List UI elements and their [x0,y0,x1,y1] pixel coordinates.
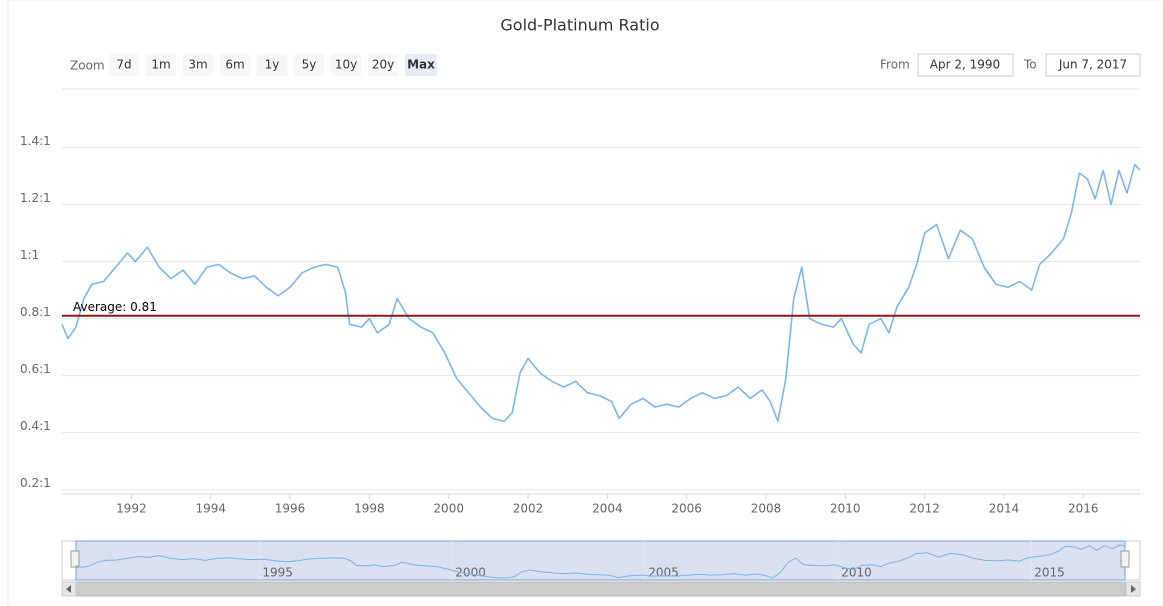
y-tick-label: 1.2:1 [20,191,51,205]
zoom-button-label[interactable]: 10y [335,58,357,72]
zoom-button[interactable] [257,54,287,76]
zoom-button[interactable] [220,54,250,76]
navigator-line [75,544,1126,579]
x-tick-label: 2016 [1068,502,1099,516]
y-tick-label: 0.6:1 [20,362,51,376]
from-label: From [880,58,910,72]
x-tick-label: 2004 [592,502,623,516]
x-tick-label: 1992 [116,502,147,516]
average-label: Average: 0.81 [73,300,157,314]
from-input[interactable] [917,53,1014,77]
zoom-button[interactable] [146,54,176,76]
x-tick-label: 2000 [433,502,464,516]
x-tick-label: 1998 [354,502,385,516]
y-tick-label: 0.8:1 [20,305,51,319]
zoom-button-label[interactable]: 20y [372,58,394,72]
zoom-button[interactable] [183,54,213,76]
x-tick-label: 2008 [751,502,782,516]
navigator-handle[interactable] [70,550,80,568]
y-tick-label: 1.4:1 [20,134,51,148]
zoom-button-label[interactable]: Max [407,58,435,72]
x-tick-label: 2002 [513,502,544,516]
x-tick-label: 2012 [909,502,940,516]
zoom-button-label[interactable]: 3m [188,58,207,72]
zoom-label: Zoom [70,59,105,73]
y-tick-label: 0.4:1 [20,419,51,433]
zoom-button[interactable] [109,54,139,76]
from-value[interactable]: Apr 2, 1990 [930,58,1000,72]
zoom-button-label[interactable]: 5y [302,58,317,72]
zoom-button[interactable] [405,54,437,76]
x-tick-label: 1996 [275,502,306,516]
chart-title: Gold-Platinum Ratio [500,16,659,35]
y-tick-label: 0.2:1 [20,476,51,490]
zoom-button[interactable] [368,54,398,76]
scrollbar-arrow [66,585,71,593]
scrollbar-arrow [1131,585,1136,593]
to-input[interactable] [1045,53,1141,77]
x-tick-label: 2014 [989,502,1020,516]
zoom-button[interactable] [294,54,324,76]
zoom-button-label[interactable]: 6m [225,58,244,72]
series-line [61,163,1141,423]
to-value[interactable]: Jun 7, 2017 [1058,58,1127,72]
x-tick-label: 2006 [671,502,702,516]
navigator-handle[interactable] [1120,550,1130,568]
x-tick-label: 1994 [195,502,226,516]
y-tick-label: 1:1 [20,248,39,262]
navigator-tick-label: 2015 [1034,566,1065,580]
navigator-tick-label: 2005 [648,566,679,580]
x-tick-label: 2010 [830,502,861,516]
scrollbar-thumb[interactable] [75,581,1126,597]
navigator-selection[interactable] [75,540,1126,581]
navigator-tick-label: 1995 [262,566,293,580]
zoom-button-label[interactable]: 1y [265,58,280,72]
zoom-button[interactable] [331,54,361,76]
zoom-button-label[interactable]: 7d [116,58,131,72]
to-label: To [1023,58,1037,72]
zoom-button-label[interactable]: 1m [151,58,170,72]
frame [7,0,1163,606]
navigator-tick-label: 2000 [455,566,486,580]
